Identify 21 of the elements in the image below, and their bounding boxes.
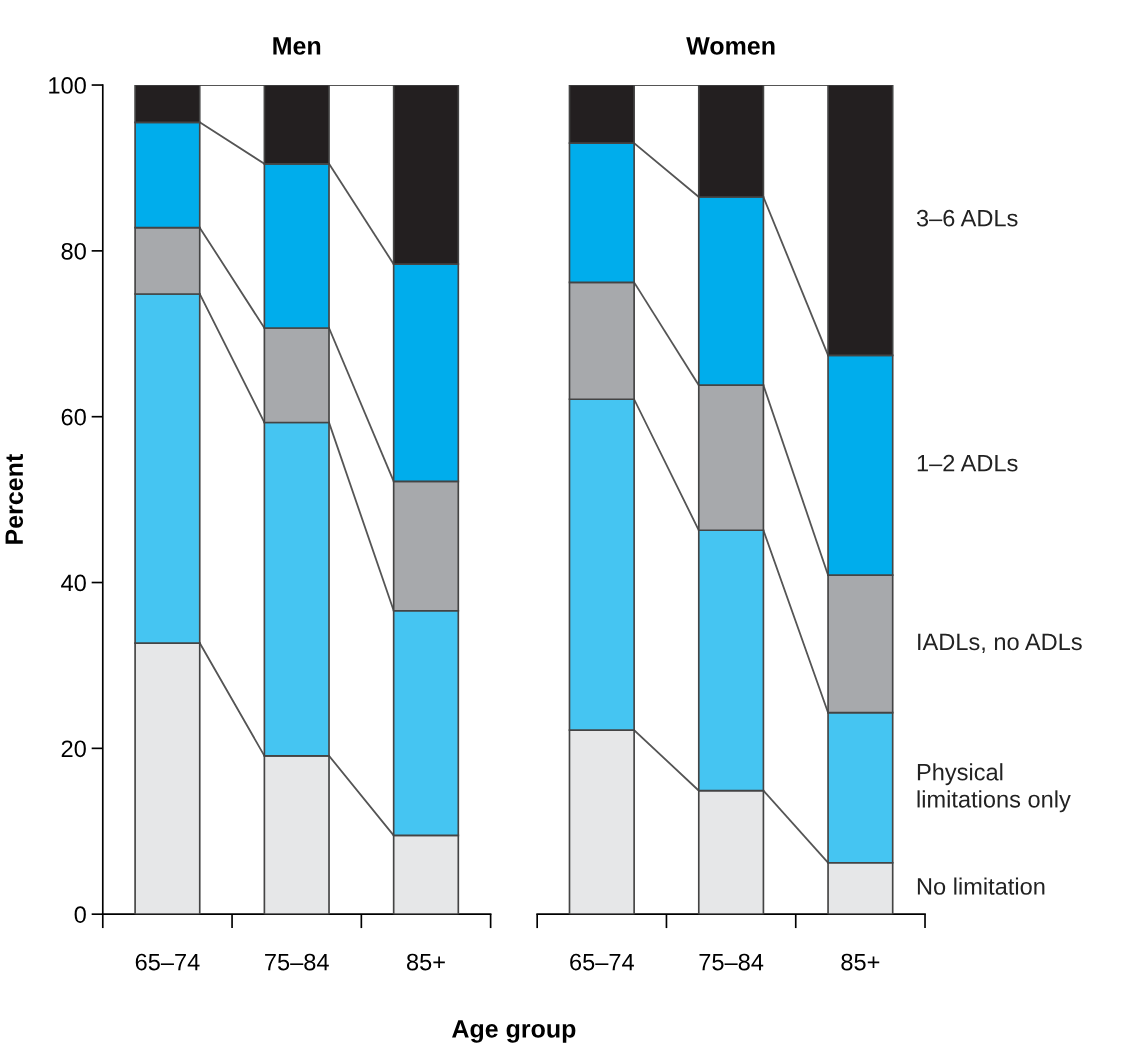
- x-axis-title: Age group: [452, 1020, 576, 1043]
- y-tick-label: 0: [74, 906, 86, 923]
- y-axis-title: Percent: [5, 454, 24, 544]
- x-tick-label: 75–84: [265, 953, 329, 971]
- y-tick-label: 100: [49, 77, 86, 94]
- y-tick-label: 40: [61, 574, 86, 592]
- y-tick-label: 60: [61, 408, 86, 426]
- series-label: IADLs, no ADLs: [918, 633, 1082, 654]
- chart-title: Women: [686, 37, 775, 55]
- y-tick-label: 80: [61, 242, 86, 260]
- series-label: Physical limitations only: [917, 763, 1071, 813]
- x-tick-label: 85+: [406, 953, 445, 971]
- x-tick-label: 75–84: [699, 953, 764, 971]
- chart-title: Men: [273, 37, 321, 55]
- series-label: No limitation: [917, 877, 1045, 895]
- series-label: 1–2 ADLs: [917, 454, 1018, 472]
- series-label: 3–6 ADLs: [916, 209, 1018, 227]
- x-tick-label: 85+: [841, 953, 880, 971]
- y-tick-label: 20: [61, 740, 86, 758]
- x-tick-label: 65–74: [135, 953, 200, 971]
- x-tick-label: 65–74: [570, 953, 634, 971]
